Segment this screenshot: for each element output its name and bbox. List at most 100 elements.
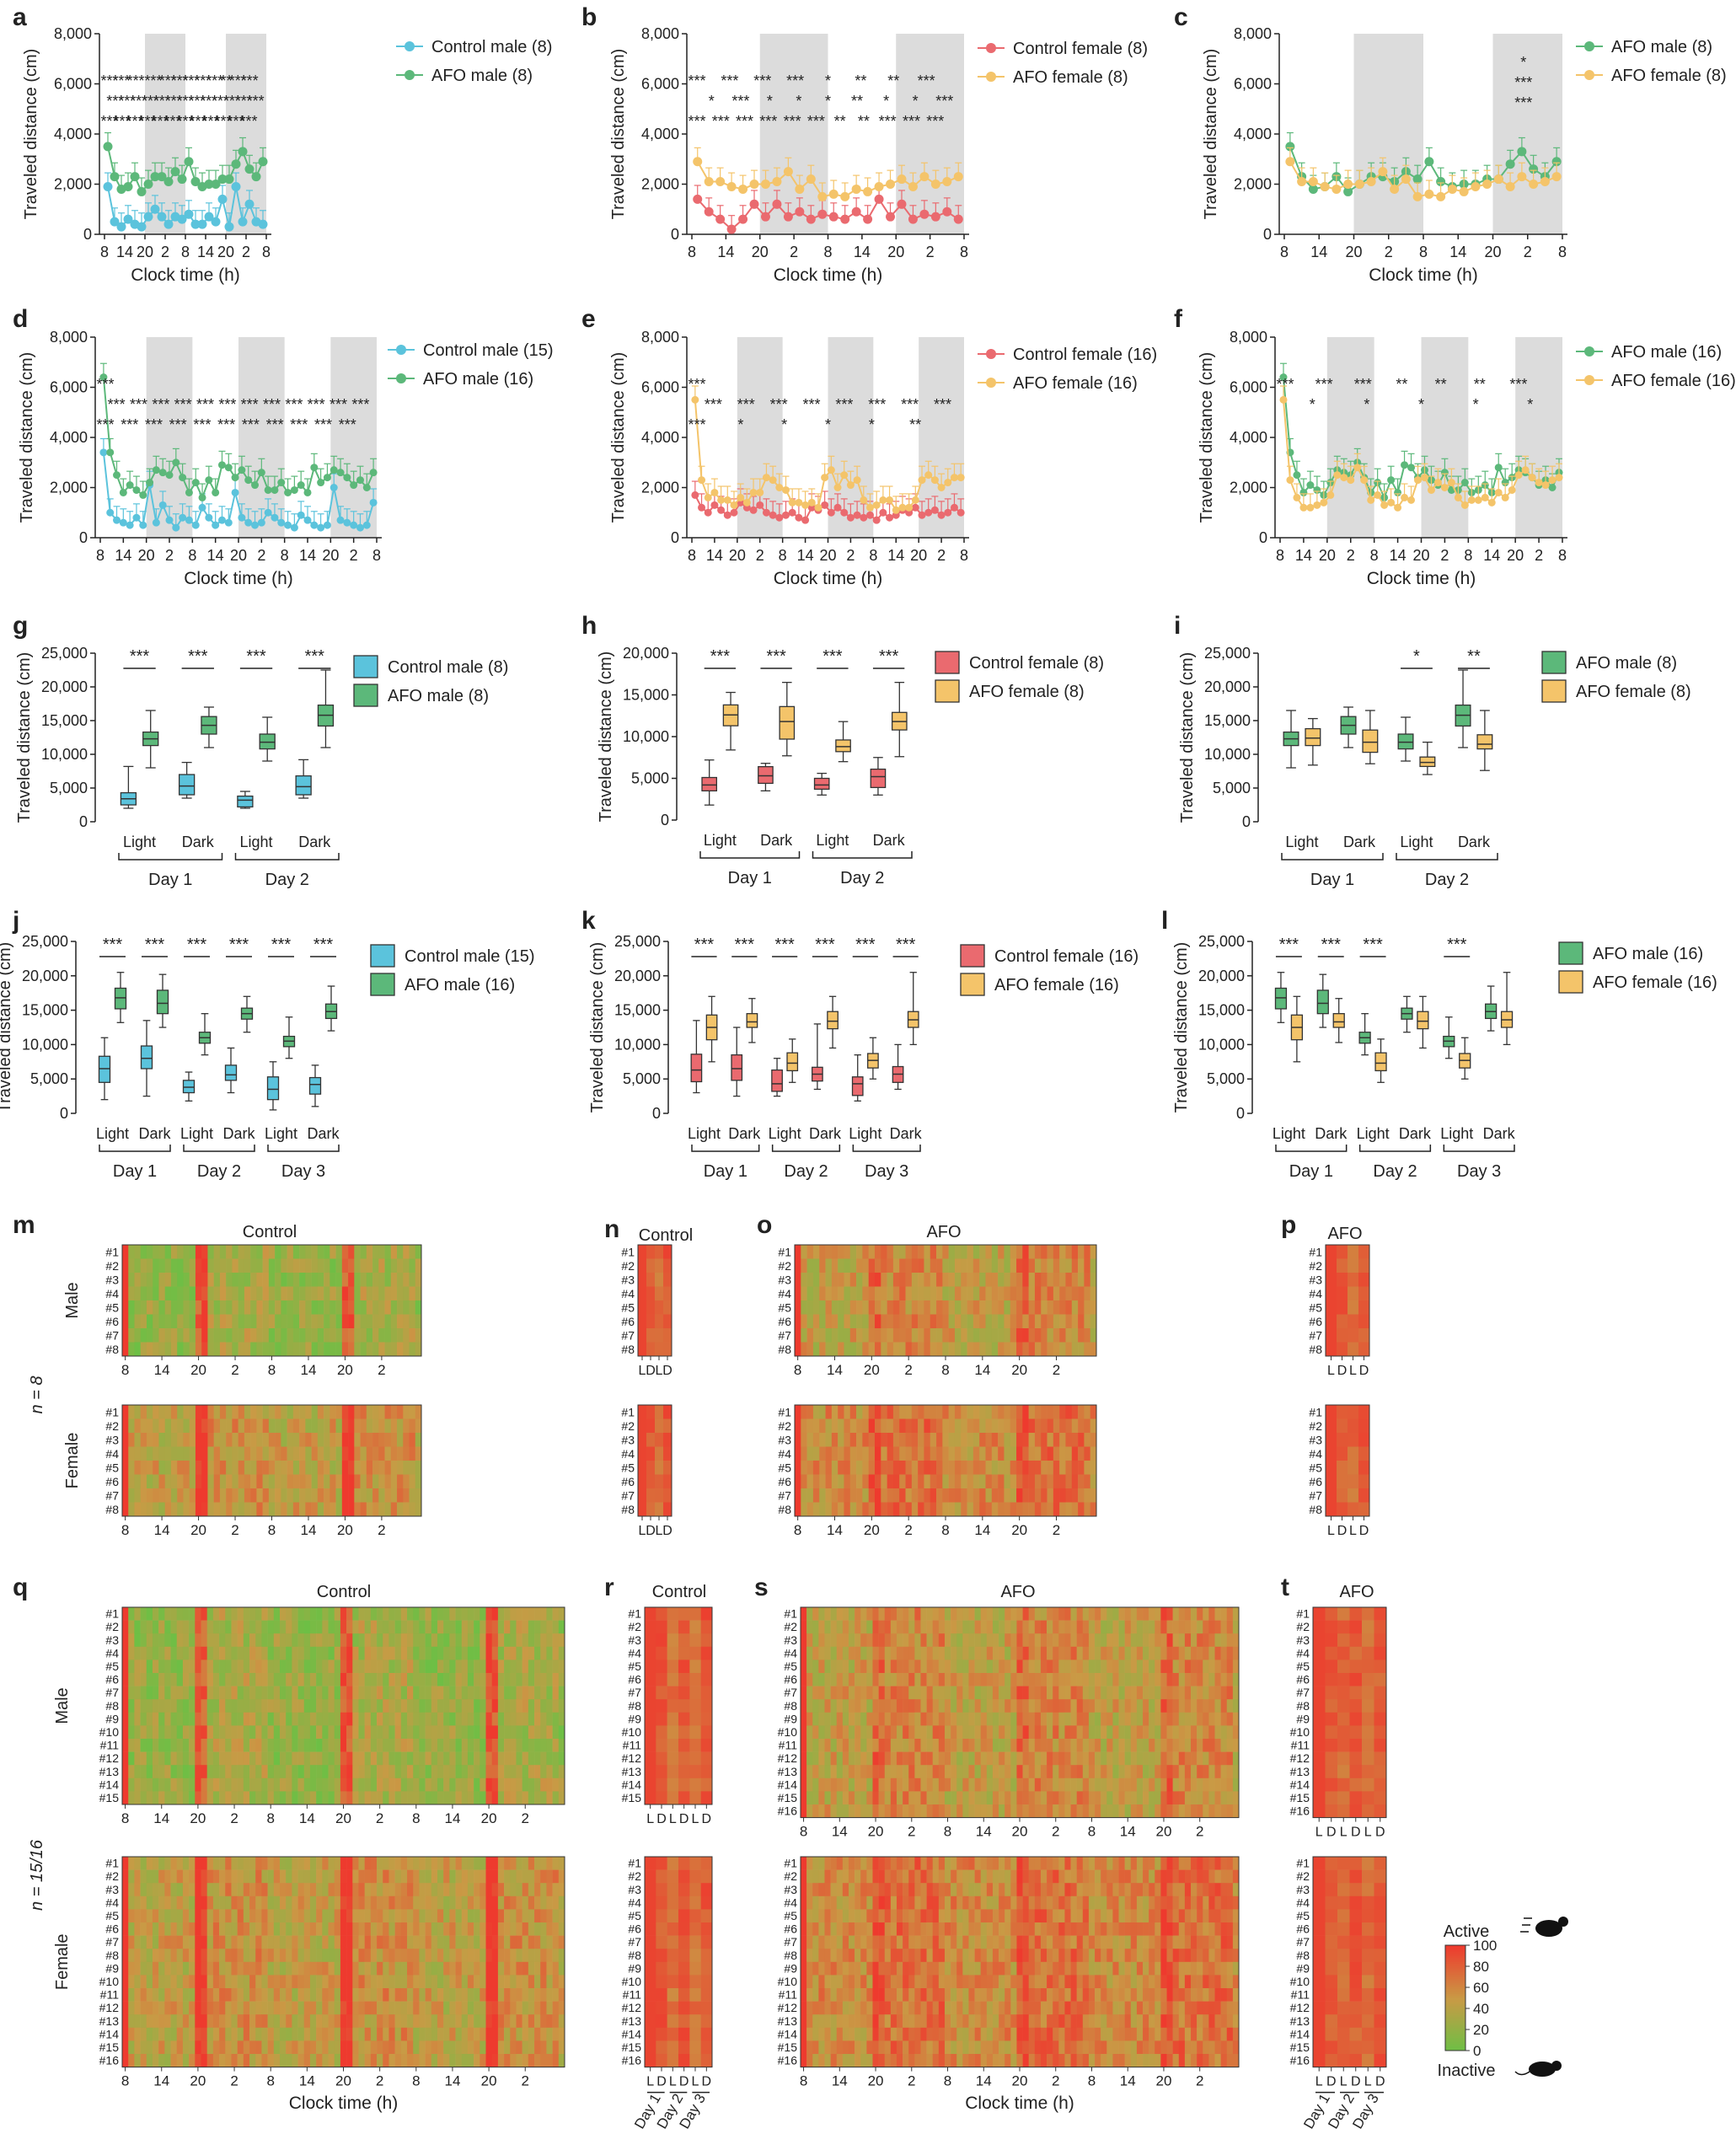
heatmap-cell	[819, 1300, 826, 1315]
heatmap-cell	[317, 1446, 324, 1461]
heatmap-cell	[558, 1699, 565, 1713]
dark-phase-shade	[1326, 337, 1374, 538]
significance-marker: ***	[688, 113, 705, 130]
significance-marker: ***	[145, 416, 163, 433]
heatmap-cell	[825, 1328, 833, 1343]
heatmap-cell	[425, 1673, 432, 1686]
heatmap-cell	[261, 1673, 268, 1686]
heatmap-cell	[1348, 1418, 1359, 1434]
y-tick-label: 0	[1259, 529, 1267, 546]
x-tick-label: 8	[268, 1522, 276, 1538]
heatmap-cell	[330, 1328, 336, 1343]
heatmap-cell	[1337, 1488, 1348, 1503]
heatmap-cell	[954, 1461, 962, 1475]
heatmap-cell	[1022, 1286, 1029, 1301]
heatmap-cell	[287, 1342, 294, 1357]
x-tick-label: 20	[1412, 547, 1429, 564]
heatmap-cell	[892, 1342, 900, 1357]
significance-marker: ***	[1321, 936, 1342, 954]
data-point	[1308, 177, 1318, 187]
data-point	[231, 488, 239, 496]
row-label: #8	[1309, 1343, 1322, 1356]
panel-label: h	[581, 612, 597, 640]
heatmap-cell	[403, 1258, 410, 1273]
data-point	[715, 177, 726, 187]
heatmap-cell	[281, 1474, 287, 1489]
heatmap-cell	[370, 1699, 378, 1713]
box	[1362, 729, 1379, 753]
heatmap-cell	[1010, 1258, 1017, 1273]
heatmap-cell	[1084, 1273, 1090, 1287]
heatmap-cell	[638, 1488, 647, 1503]
heatmap-cell	[311, 1502, 319, 1517]
heatmap-cell	[831, 1328, 839, 1343]
significance-marker: ***	[1514, 94, 1532, 111]
heatmap-cell	[1053, 1342, 1060, 1357]
heatmap-cell	[122, 1673, 129, 1686]
heatmap-cell	[243, 1725, 250, 1740]
box	[1397, 733, 1414, 750]
heatmap-cell	[467, 1646, 474, 1660]
y-tick-label: 20,000	[22, 968, 68, 984]
data-point	[211, 180, 221, 189]
y-tick-label: 0	[1236, 1105, 1245, 1122]
heatmap-cell	[383, 1607, 389, 1621]
heatmap-cell	[378, 1300, 385, 1315]
heatmap-cell	[287, 1314, 294, 1329]
heatmap-cell	[844, 1461, 851, 1475]
heatmap-cell	[250, 1433, 257, 1447]
heatmap-cell	[346, 1686, 353, 1700]
heatmap-cell	[195, 1725, 201, 1740]
heatmap-cell	[646, 1461, 656, 1475]
heatmap-cell	[152, 1765, 159, 1779]
heatmap-cell	[510, 1620, 517, 1634]
heatmap-cell	[516, 1751, 522, 1766]
heatmap-cell	[455, 1659, 463, 1674]
x-tick-label: 8	[794, 1522, 801, 1538]
heatmap-cell	[819, 1474, 826, 1489]
heatmap-cell	[1010, 1328, 1017, 1343]
heatmap-cell	[905, 1342, 913, 1357]
row-label: #2	[1309, 1259, 1322, 1273]
significance-marker: ***	[187, 936, 207, 954]
heatmap-cell	[534, 1751, 541, 1766]
heatmap-cell	[461, 1699, 469, 1713]
heatmap-cell	[354, 1314, 361, 1329]
data-point	[350, 521, 358, 529]
heatmap-cell	[250, 1488, 257, 1503]
heatmap-cell	[317, 1418, 324, 1434]
heatmap-cell	[388, 1620, 395, 1634]
heatmap-cell	[317, 1502, 324, 1517]
heatmap-cell	[400, 1659, 408, 1674]
heatmap-cell	[942, 1258, 949, 1273]
heatmap-cell	[346, 1765, 353, 1779]
significance-marker: ***	[918, 72, 935, 89]
x-tick-label: 14	[706, 547, 723, 564]
heatmap-cell	[189, 1646, 196, 1660]
heatmap-cell	[856, 1433, 863, 1447]
y-tick-label: 8,000	[1230, 329, 1267, 346]
heatmap-cell	[961, 1433, 967, 1447]
heatmap-cell	[122, 1502, 129, 1517]
heatmap-cell	[372, 1342, 379, 1357]
day-label: Day 1	[704, 1162, 747, 1181]
heatmap-cell	[1078, 1300, 1085, 1315]
heatmap-cell	[856, 1314, 863, 1329]
heatmap-cell	[309, 1607, 317, 1621]
heatmap-cell	[370, 1673, 378, 1686]
heatmap-cell	[303, 1751, 311, 1766]
heatmap-cell	[1053, 1273, 1060, 1287]
heatmap-cell	[485, 1633, 492, 1648]
heatmap-cell	[292, 1659, 298, 1674]
heatmap-cell	[467, 1739, 474, 1752]
data-point	[1412, 191, 1423, 201]
heatmap-cell	[122, 1474, 129, 1489]
heatmap-cell	[655, 1273, 664, 1287]
x-tick-label: Dark	[890, 1125, 923, 1142]
data-point	[1285, 142, 1295, 152]
heatmap-cell	[341, 1300, 349, 1315]
heatmap-cell	[1059, 1245, 1066, 1259]
heatmap-cell	[892, 1286, 900, 1301]
heatmap-cell	[281, 1461, 287, 1475]
heatmap-cell	[443, 1633, 450, 1648]
